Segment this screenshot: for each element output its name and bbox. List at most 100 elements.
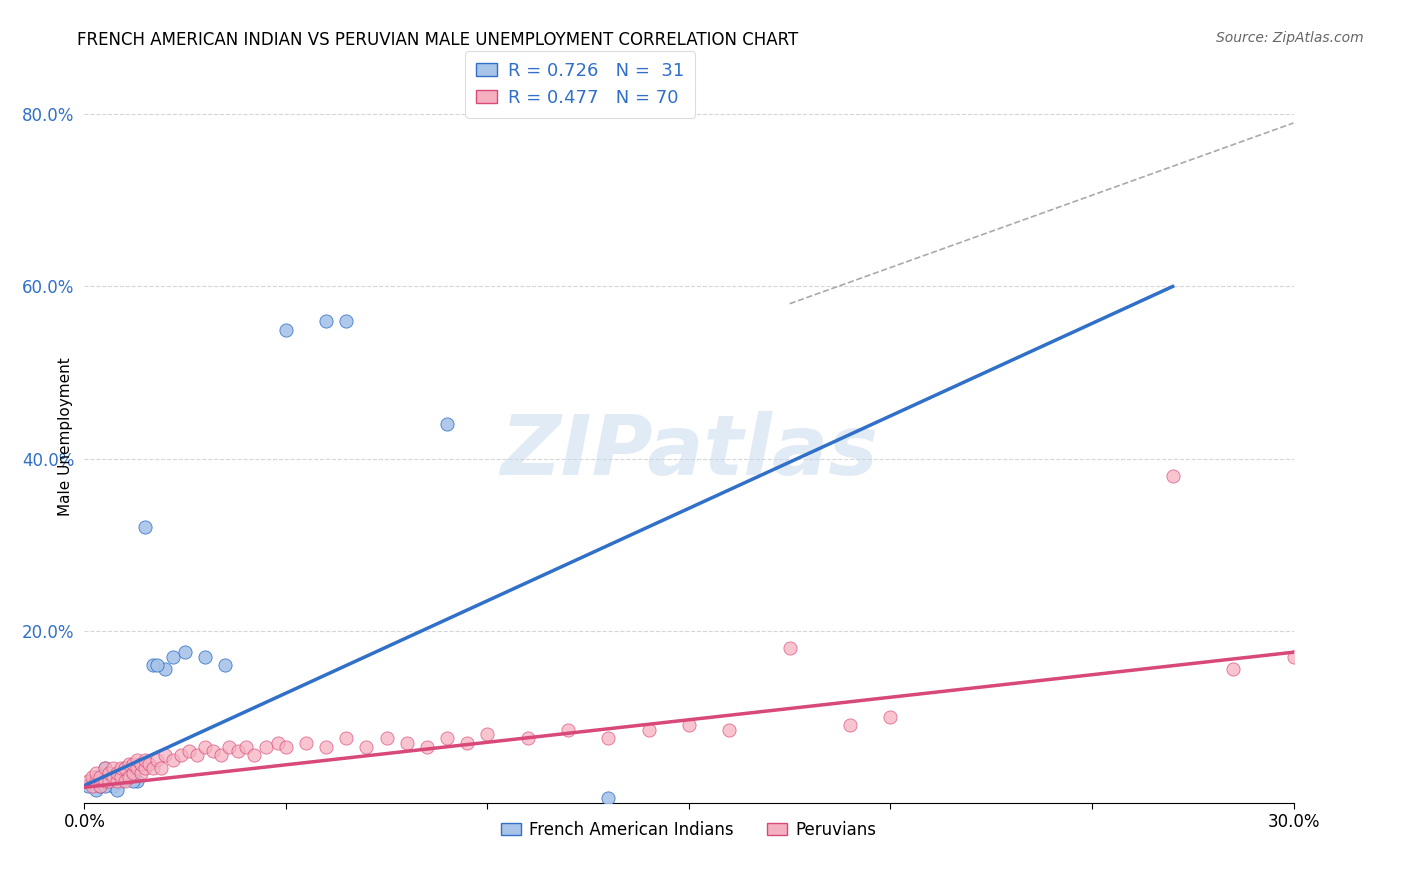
- Point: [1222, 662, 1244, 676]
- Point: [86, 765, 108, 780]
- Point: [77, 779, 100, 793]
- Text: Source: ZipAtlas.com: Source: ZipAtlas.com: [1216, 31, 1364, 45]
- Point: [121, 757, 143, 772]
- Point: [93, 761, 115, 775]
- Point: [82, 779, 104, 793]
- Point: [114, 761, 136, 775]
- Point: [1282, 649, 1305, 664]
- Point: [105, 765, 128, 780]
- Point: [105, 774, 128, 789]
- Point: [416, 739, 439, 754]
- Point: [129, 757, 152, 772]
- Point: [335, 314, 357, 328]
- Point: [295, 735, 318, 749]
- Point: [121, 774, 143, 789]
- Point: [174, 645, 197, 659]
- Point: [118, 765, 141, 780]
- Point: [142, 658, 165, 673]
- Point: [110, 770, 132, 784]
- Point: [839, 718, 862, 732]
- Point: [93, 779, 115, 793]
- Point: [97, 765, 120, 780]
- Point: [118, 757, 141, 772]
- Point: [274, 739, 297, 754]
- Point: [436, 731, 458, 746]
- Point: [110, 761, 132, 775]
- Point: [125, 774, 148, 789]
- Point: [226, 744, 249, 758]
- Text: ZIPatlas: ZIPatlas: [501, 411, 877, 492]
- Point: [678, 718, 700, 732]
- Point: [97, 774, 120, 789]
- Point: [335, 731, 357, 746]
- Point: [146, 658, 169, 673]
- Point: [121, 765, 143, 780]
- Point: [86, 783, 108, 797]
- Point: [315, 739, 337, 754]
- Point: [218, 739, 240, 754]
- Point: [456, 735, 478, 749]
- Point: [235, 739, 257, 754]
- Point: [101, 761, 124, 775]
- Point: [142, 761, 165, 775]
- Point: [598, 731, 620, 746]
- Point: [114, 774, 136, 789]
- Point: [194, 739, 217, 754]
- Point: [516, 731, 538, 746]
- Point: [209, 748, 232, 763]
- Point: [436, 417, 458, 432]
- Text: FRENCH AMERICAN INDIAN VS PERUVIAN MALE UNEMPLOYMENT CORRELATION CHART: FRENCH AMERICAN INDIAN VS PERUVIAN MALE …: [77, 31, 799, 49]
- Point: [97, 765, 120, 780]
- Point: [267, 735, 290, 749]
- Point: [134, 753, 156, 767]
- Point: [557, 723, 579, 737]
- Point: [138, 757, 160, 772]
- Point: [356, 739, 378, 754]
- Point: [86, 774, 108, 789]
- Point: [153, 662, 176, 676]
- Point: [114, 761, 136, 775]
- Point: [879, 710, 901, 724]
- Point: [105, 783, 128, 797]
- Point: [101, 779, 124, 793]
- Point: [146, 753, 169, 767]
- Point: [89, 779, 111, 793]
- Point: [101, 770, 124, 784]
- Point: [105, 770, 128, 784]
- Point: [779, 640, 801, 655]
- Point: [134, 761, 156, 775]
- Point: [77, 774, 100, 789]
- Point: [93, 774, 115, 789]
- Point: [125, 753, 148, 767]
- Point: [315, 314, 337, 328]
- Point: [110, 774, 132, 789]
- Point: [118, 770, 141, 784]
- Point: [93, 761, 115, 775]
- Point: [153, 748, 176, 763]
- Point: [202, 744, 225, 758]
- Point: [637, 723, 659, 737]
- Point: [214, 658, 236, 673]
- Y-axis label: Male Unemployment: Male Unemployment: [58, 358, 73, 516]
- Point: [121, 770, 143, 784]
- Point: [375, 731, 398, 746]
- Point: [274, 322, 297, 336]
- Point: [395, 735, 418, 749]
- Point: [82, 774, 104, 789]
- Point: [186, 748, 208, 763]
- Point: [254, 739, 277, 754]
- Point: [170, 748, 193, 763]
- Point: [179, 744, 201, 758]
- Point: [82, 770, 104, 784]
- Point: [86, 770, 108, 784]
- Point: [134, 520, 156, 534]
- Point: [149, 761, 172, 775]
- Point: [1161, 468, 1184, 483]
- Point: [598, 791, 620, 805]
- Point: [242, 748, 264, 763]
- Point: [718, 723, 741, 737]
- Point: [194, 649, 217, 664]
- Point: [125, 761, 148, 775]
- Point: [129, 765, 152, 780]
- Point: [477, 727, 499, 741]
